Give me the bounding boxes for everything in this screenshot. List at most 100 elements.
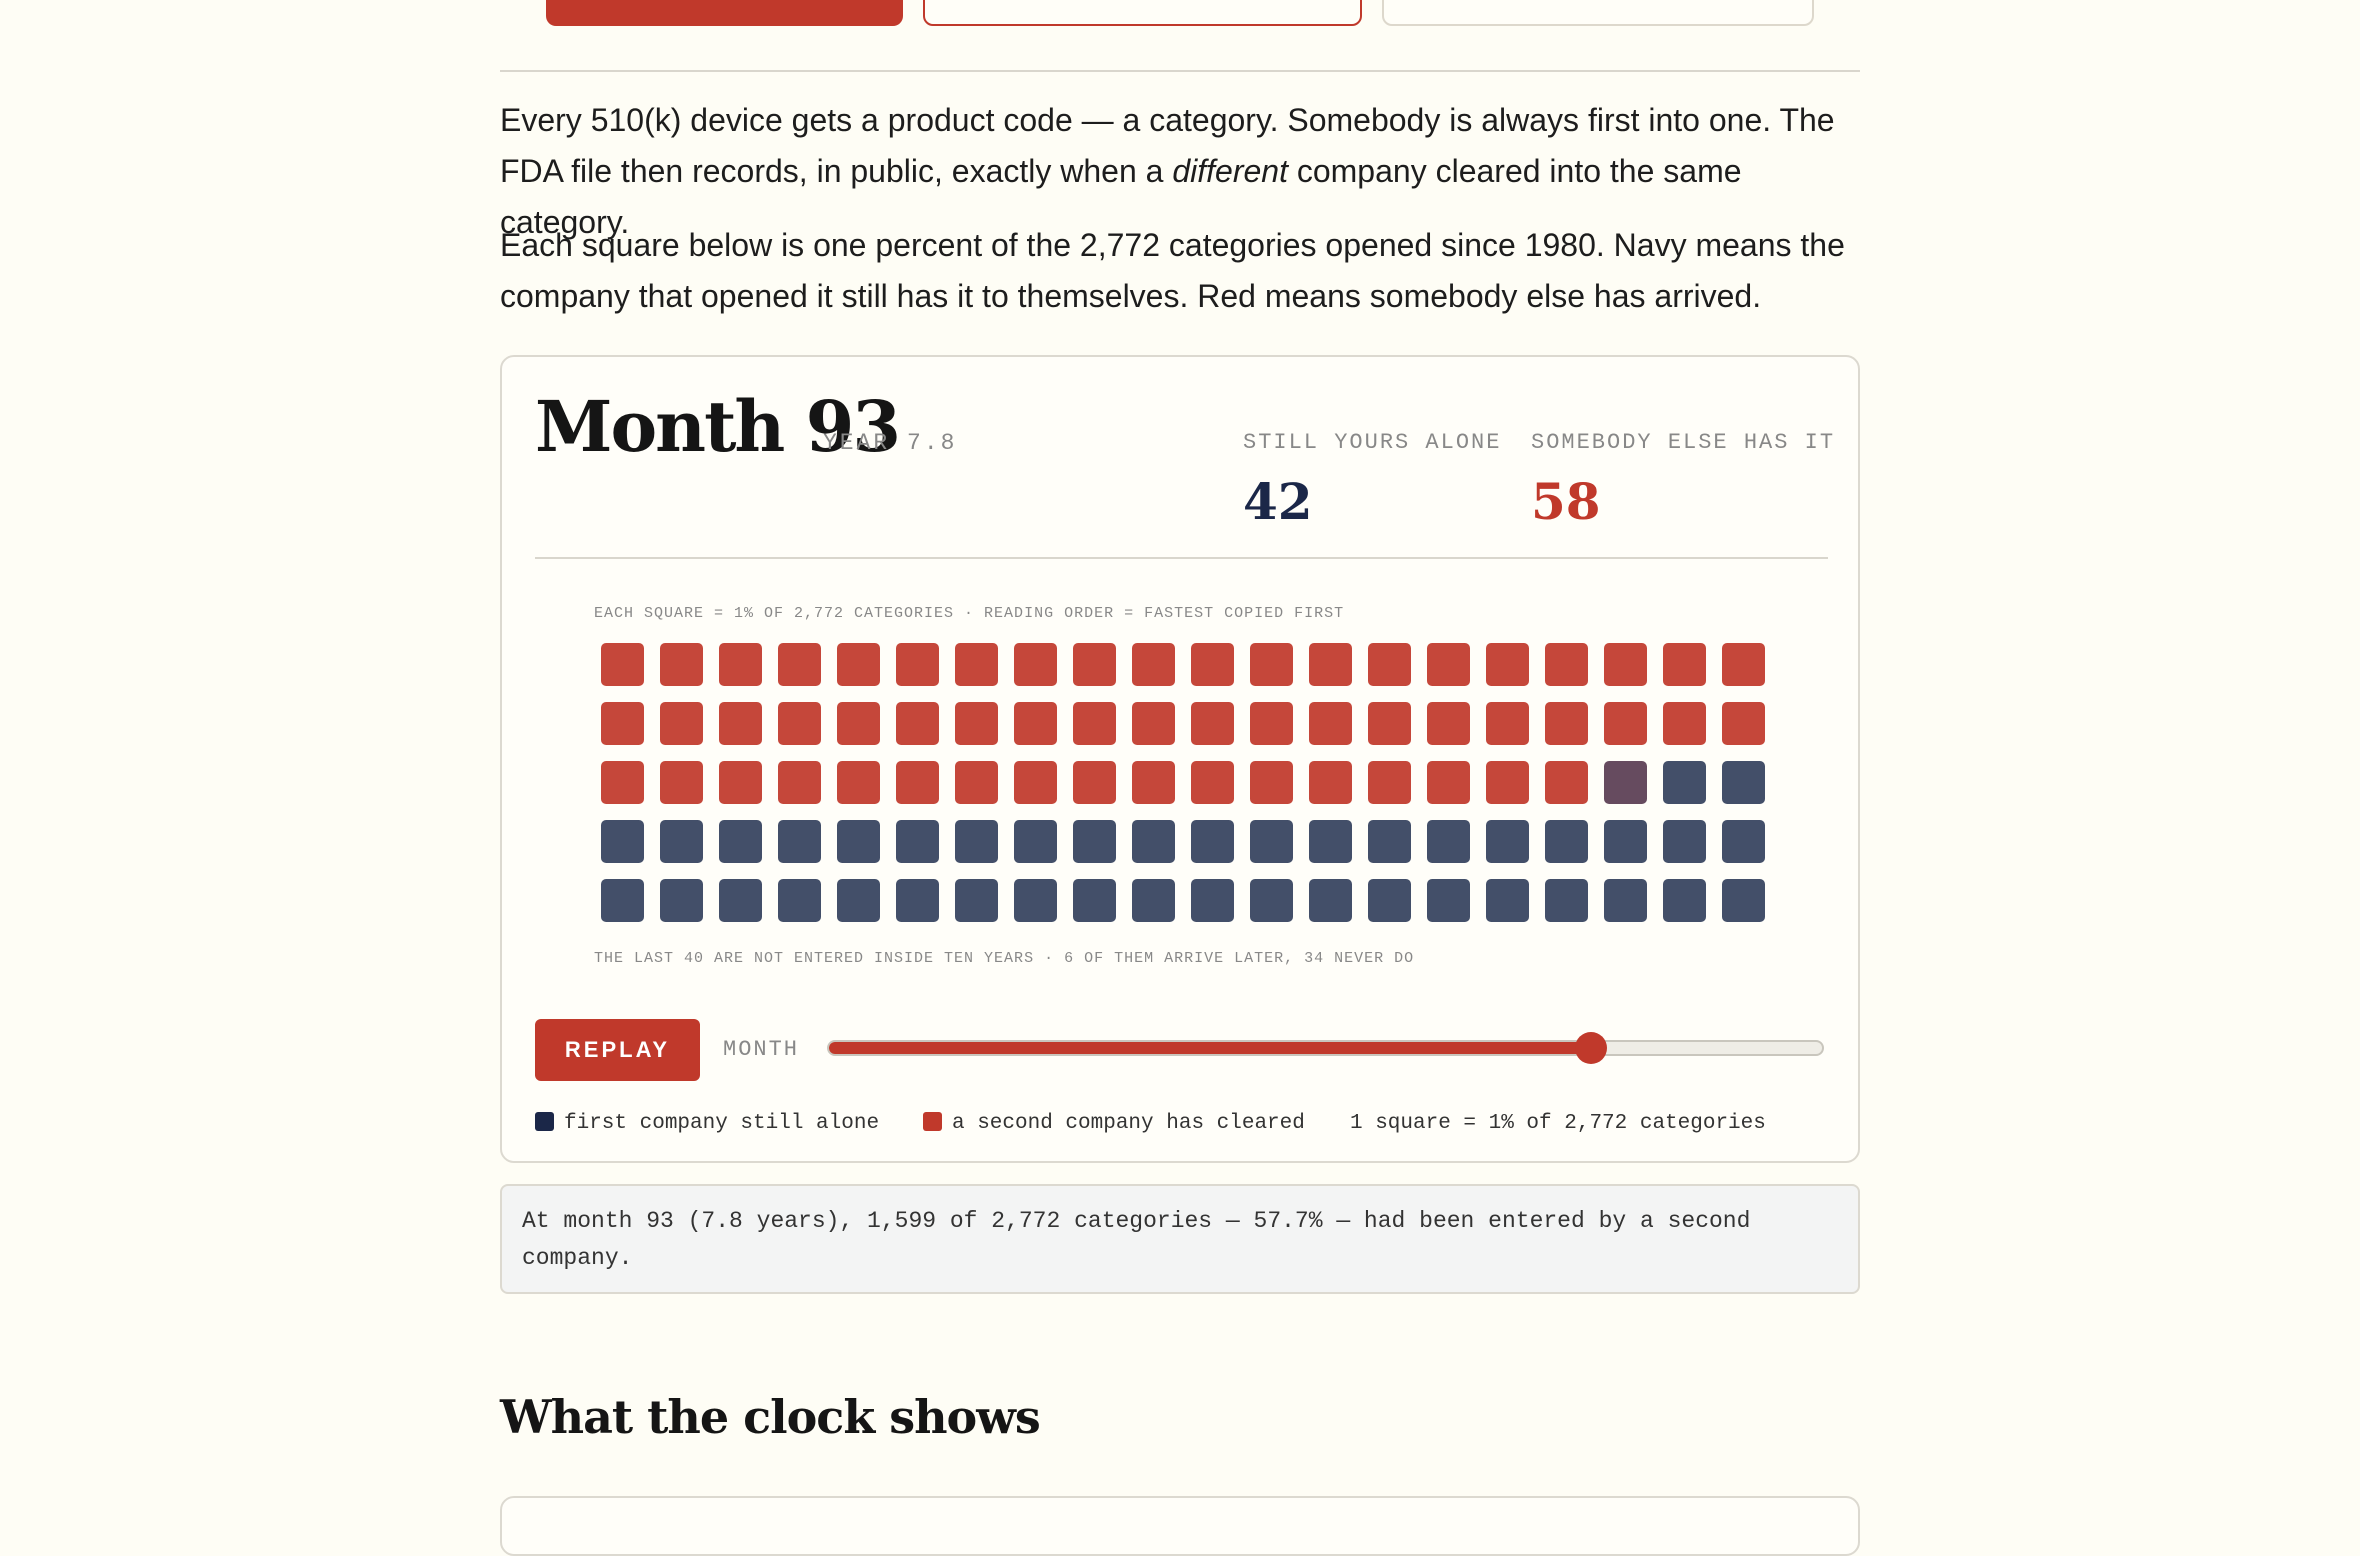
waffle-square-entered: [1368, 761, 1411, 804]
waffle-caption-top: EACH SQUARE = 1% OF 2,772 CATEGORIES · R…: [594, 605, 1345, 622]
waffle-square-entered: [837, 702, 880, 745]
waffle-square-entered: [1191, 702, 1234, 745]
waffle-square-entered: [1309, 702, 1352, 745]
tab-active[interactable]: [546, 0, 903, 26]
waffle-square-entered: [896, 761, 939, 804]
waffle-square-alone: [1073, 879, 1116, 922]
waffle-square-entered: [1604, 702, 1647, 745]
waffle-square-alone: [1191, 879, 1234, 922]
waffle-square-entered: [1132, 643, 1175, 686]
month-slider-thumb[interactable]: [1575, 1032, 1607, 1064]
waffle-square-alone: [1014, 879, 1057, 922]
waffle-square-entered: [1014, 761, 1057, 804]
waffle-square-entered: [896, 702, 939, 745]
waffle-square-entered: [1427, 702, 1470, 745]
waffle-square-entered: [1309, 643, 1352, 686]
waffle-square-alone: [1250, 820, 1293, 863]
waffle-grid: [601, 643, 1768, 922]
intro-emphasis: different: [1172, 153, 1288, 189]
waffle-square-entered: [896, 643, 939, 686]
waffle-square-alone: [837, 879, 880, 922]
waffle-square-alone: [1309, 820, 1352, 863]
waffle-square-entered: [719, 761, 762, 804]
waffle-square-entered: [1250, 761, 1293, 804]
section-tabs: [0, 0, 2360, 30]
waffle-square-entered: [601, 702, 644, 745]
waffle-square-entered: [1545, 761, 1588, 804]
waffle-square-entered: [1722, 702, 1765, 745]
legend-swatch-alone: [535, 1112, 554, 1131]
waffle-square-alone: [1250, 879, 1293, 922]
intro-text-1b: company cleared into the same category.: [500, 153, 1742, 240]
top-divider: [500, 70, 1860, 72]
waffle-square-entered: [1604, 643, 1647, 686]
waffle-square-alone: [719, 879, 762, 922]
month-slider-label: MONTH: [723, 1037, 800, 1062]
waffle-square-alone: [1132, 879, 1175, 922]
waffle-square-entered: [1191, 643, 1234, 686]
waffle-square-entered: [955, 643, 998, 686]
waffle-square-alone: [1132, 820, 1175, 863]
summary-readout: At month 93 (7.8 years), 1,599 of 2,772 …: [500, 1184, 1860, 1294]
year-label: YEAR 7.8: [823, 430, 958, 456]
waffle-square-entered: [1073, 643, 1116, 686]
waffle-square-entered: [1427, 643, 1470, 686]
waffle-square-alone: [601, 879, 644, 922]
waffle-square-alone: [1014, 820, 1057, 863]
waffle-square-alone: [837, 820, 880, 863]
alone-stat-label: STILL YOURS ALONE: [1243, 430, 1502, 455]
legend-item-alone: first company still alone: [535, 1109, 879, 1139]
waffle-square-alone: [778, 879, 821, 922]
waffle-square-transitioning: [1604, 761, 1647, 804]
month-title: Month 93: [535, 385, 901, 468]
waffle-square-entered: [1486, 643, 1529, 686]
waffle-square-entered: [1073, 702, 1116, 745]
legend-scale-note: 1 square = 1% of 2,772 categories: [1350, 1112, 1766, 1135]
waffle-panel: Month 93 YEAR 7.8 STILL YOURS ALONE SOME…: [500, 355, 1860, 1163]
waffle-square-alone: [601, 820, 644, 863]
waffle-square-alone: [1368, 879, 1411, 922]
waffle-square-alone: [1486, 879, 1529, 922]
replay-button[interactable]: REPLAY: [535, 1019, 700, 1081]
waffle-square-alone: [660, 879, 703, 922]
waffle-square-entered: [601, 643, 644, 686]
waffle-square-entered: [1191, 761, 1234, 804]
waffle-square-alone: [778, 820, 821, 863]
waffle-square-entered: [1368, 643, 1411, 686]
waffle-square-entered: [837, 761, 880, 804]
waffle-square-entered: [1368, 702, 1411, 745]
waffle-square-entered: [660, 761, 703, 804]
waffle-square-alone: [1722, 820, 1765, 863]
waffle-square-entered: [719, 702, 762, 745]
waffle-square-entered: [1014, 702, 1057, 745]
legend-swatch-entered: [923, 1112, 942, 1131]
waffle-square-entered: [955, 702, 998, 745]
waffle-square-alone: [1663, 820, 1706, 863]
waffle-square-alone: [1604, 879, 1647, 922]
next-panel: [500, 1496, 1860, 1556]
waffle-square-alone: [896, 820, 939, 863]
waffle-square-entered: [1545, 643, 1588, 686]
waffle-square-alone: [1663, 761, 1706, 804]
waffle-square-alone: [1545, 879, 1588, 922]
waffle-square-entered: [1014, 643, 1057, 686]
waffle-square-entered: [1427, 761, 1470, 804]
entered-stat-label: SOMEBODY ELSE HAS IT: [1531, 430, 1836, 455]
waffle-square-entered: [1132, 702, 1175, 745]
intro-paragraph-1: Every 510(k) device gets a product code …: [500, 95, 1860, 248]
waffle-square-entered: [955, 761, 998, 804]
waffle-square-entered: [778, 643, 821, 686]
waffle-square-alone: [1722, 761, 1765, 804]
legend: first company still alone a second compa…: [535, 1109, 1835, 1139]
legend-label-alone: first company still alone: [564, 1112, 880, 1135]
tab-outlined[interactable]: [923, 0, 1362, 26]
waffle-square-alone: [1191, 820, 1234, 863]
waffle-square-entered: [1663, 643, 1706, 686]
month-slider[interactable]: [827, 1032, 1824, 1064]
tab-inactive[interactable]: [1382, 0, 1814, 26]
waffle-square-alone: [896, 879, 939, 922]
waffle-square-entered: [1486, 702, 1529, 745]
alone-stat-value: 42: [1243, 472, 1313, 531]
waffle-square-alone: [1486, 820, 1529, 863]
waffle-square-entered: [1663, 702, 1706, 745]
